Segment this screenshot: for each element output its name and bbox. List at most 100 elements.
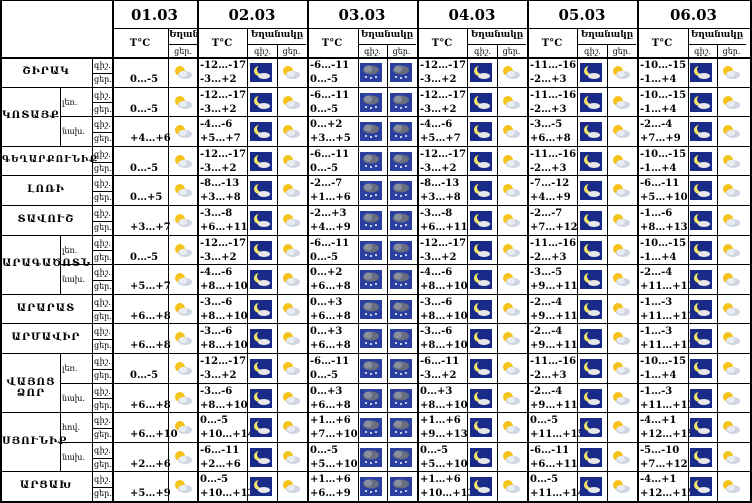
- row-line: [92, 353, 752, 354]
- temp-value: -6…-11: [310, 148, 350, 160]
- temp-value: +9…+11: [530, 399, 578, 411]
- subzone-label: նախ.: [62, 275, 85, 285]
- temp-value: 0…+5: [130, 192, 163, 204]
- night-subheader: գիշ.: [694, 47, 711, 56]
- temp-value: +6…+11: [420, 222, 468, 233]
- moon-icon: [470, 329, 492, 349]
- row-line: [0, 145, 92, 147]
- temp-value: -6…-11: [310, 356, 350, 367]
- temp-value: 0…-5: [310, 251, 339, 263]
- snow-cloud-icon: [390, 329, 412, 349]
- row-line: [92, 72, 112, 74]
- column-line: [112, 0, 114, 503]
- moon-icon: [580, 151, 602, 171]
- row-line: [92, 441, 752, 443]
- moon-icon: [250, 122, 272, 142]
- temp-value: +6…+8: [130, 340, 171, 352]
- snow-cloud-icon: [390, 181, 412, 201]
- temp-value: 0…-5: [200, 415, 229, 427]
- temp-value: -3…-8: [200, 208, 233, 219]
- temp-value: -11…-16: [530, 237, 577, 249]
- grid-line: [717, 44, 718, 503]
- time-of-day-label: ցեր.: [94, 311, 112, 321]
- temp-value: -11…-16: [530, 89, 577, 101]
- snow-cloud-icon: [390, 299, 412, 319]
- temp-value: -4…-6: [420, 267, 453, 279]
- temp-value: 0…+3: [310, 296, 343, 308]
- temp-value: -1…+4: [640, 370, 677, 381]
- snow-cloud-icon: [390, 388, 412, 408]
- temp-value: -12…-17: [420, 89, 467, 101]
- temp-value: +5…+7: [200, 133, 241, 145]
- temp-value: -2…-4: [530, 385, 563, 397]
- temp-value: -3…+2: [200, 103, 237, 115]
- row-line: [0, 353, 92, 354]
- moon-icon: [250, 329, 272, 349]
- snow-cloud-icon: [360, 359, 382, 378]
- temp-value: +10…+13: [420, 488, 475, 500]
- region-name: ԱՐՑԱԽ: [19, 480, 73, 492]
- sun-cloud-icon: [610, 389, 632, 408]
- column-line: [60, 87, 61, 147]
- moon-icon: [690, 151, 712, 171]
- sun-cloud-icon: [280, 448, 302, 467]
- moon-icon: [690, 211, 712, 230]
- sun-cloud-icon: [280, 389, 302, 408]
- sun-cloud-icon: [172, 389, 194, 408]
- temp-value: -2…+3: [530, 370, 567, 381]
- snow-cloud-icon: [360, 181, 382, 201]
- sun-cloud-icon: [280, 93, 302, 112]
- time-of-day-label: գիշ.: [94, 416, 111, 426]
- temp-value: 0…+3: [310, 385, 343, 397]
- moon-icon: [250, 211, 272, 230]
- moon-icon: [250, 151, 272, 171]
- temp-value: -2…-4: [640, 267, 673, 279]
- temp-value: 0…-5: [310, 444, 339, 456]
- temp-value: -3…+2: [420, 74, 457, 85]
- sun-cloud-icon: [280, 63, 302, 82]
- temp-value: -3…-6: [200, 326, 233, 338]
- temp-value: -2…-4: [640, 119, 673, 131]
- temp-value: -12…-17: [420, 60, 467, 71]
- sun-cloud-icon: [280, 418, 302, 437]
- sun-cloud-icon: [610, 152, 632, 171]
- moon-icon: [470, 151, 492, 171]
- sun-cloud-icon: [610, 122, 632, 141]
- snow-cloud-icon: [360, 151, 382, 171]
- moon-icon: [580, 388, 602, 408]
- snow-cloud-icon: [390, 211, 412, 230]
- temp-value: -7…-12: [530, 178, 570, 190]
- sun-cloud-icon: [610, 448, 632, 467]
- moon-icon: [580, 63, 602, 82]
- temp-value: +11…+13: [640, 340, 695, 352]
- sun-cloud-icon: [610, 241, 632, 260]
- moon-icon: [470, 63, 492, 82]
- column-line: [60, 235, 61, 295]
- time-of-day-label: ցեր.: [94, 371, 112, 380]
- moon-icon: [690, 92, 712, 112]
- subzone-label: լեռ.: [62, 364, 78, 373]
- temp-value: -3…-6: [420, 296, 453, 308]
- moon-icon: [470, 270, 492, 290]
- sun-cloud-icon: [280, 359, 302, 378]
- temp-value: -1…+4: [640, 162, 677, 174]
- time-of-day-label: գիշ.: [94, 238, 111, 248]
- temp-value: +6…+11: [200, 222, 248, 233]
- row-line: [60, 116, 92, 118]
- row-line: [92, 250, 112, 252]
- temp-value: +1…+6: [420, 415, 461, 427]
- temp-value: +3…+8: [420, 192, 461, 204]
- sun-cloud-icon: [280, 477, 302, 496]
- sun-cloud-icon: [500, 122, 522, 141]
- sun-cloud-icon: [720, 300, 742, 319]
- moon-icon: [690, 359, 712, 378]
- temp-value: +3…+8: [200, 192, 241, 204]
- sun-cloud-icon: [610, 270, 632, 289]
- moon-icon: [250, 92, 272, 112]
- temp-value: +11…+15: [530, 429, 585, 441]
- row-line: [60, 264, 92, 266]
- weather-header: Եղանակը: [360, 30, 414, 40]
- snow-cloud-icon: [360, 388, 382, 408]
- moon-icon: [250, 418, 272, 438]
- sun-cloud-icon: [172, 300, 194, 319]
